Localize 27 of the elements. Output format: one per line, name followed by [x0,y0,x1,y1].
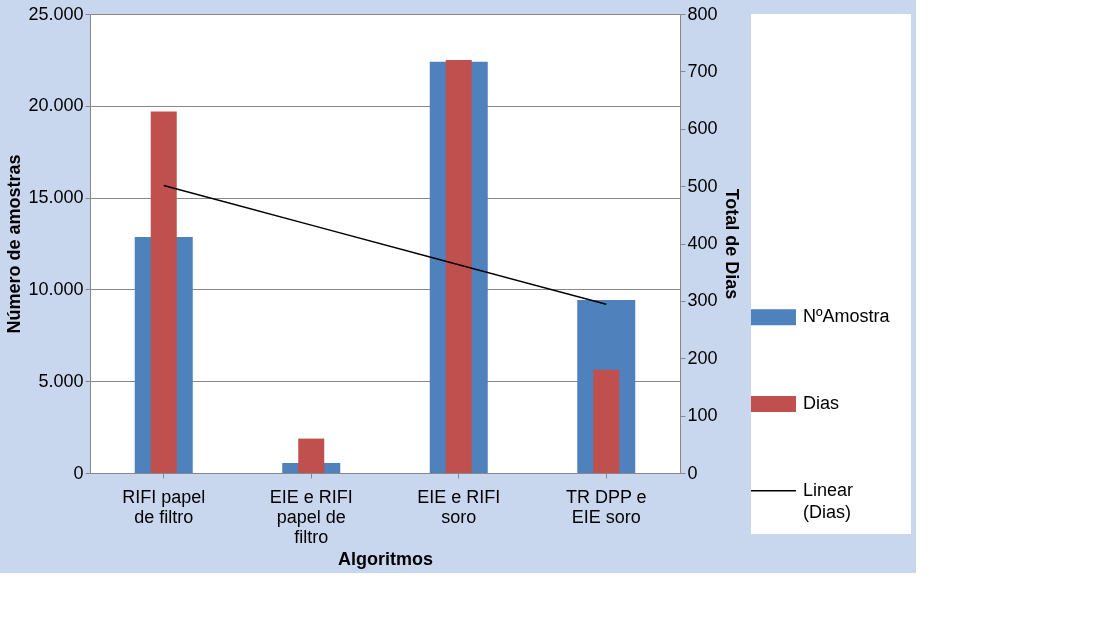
x-tick-label: RIFI papel de filtro [122,486,206,527]
x-axis-title: Algoritmos [337,548,434,569]
y2-tick-label: 0 [687,462,698,483]
y2-axis-title: Total de Dias [721,188,742,300]
x-tick-label: EIE e RIFI papel de filtro [269,486,353,547]
y-axis-title: Número de amostras [4,154,25,334]
y-tick-label: 15.000 [28,187,84,208]
y2-tick-label: 800 [687,3,718,24]
legend-label: Linear (Dias) [803,479,854,522]
y2-tick-label: 700 [687,60,718,81]
y2-tick-label: 300 [687,290,718,311]
y2-tick-label: 200 [687,347,718,368]
y2-tick-label: 600 [687,118,718,139]
x-tick-label: TR DPP e EIE soro [565,486,647,527]
y-tick-label: 10.000 [28,278,84,299]
y2-tick-label: 100 [687,405,718,426]
y2-tick-label: 500 [687,175,718,196]
x-tick-label: EIE e RIFI soro [417,486,501,527]
legend-label: Dias [803,393,840,413]
y2-tick-label: 400 [687,233,718,253]
y-tick-label: 25.000 [28,3,84,24]
legend-label: NºAmostra [803,306,891,327]
y-tick-label: 5.000 [38,370,84,391]
y-tick-label: 20.000 [28,95,84,116]
bar [593,369,620,473]
line-series [163,184,607,306]
y-tick-label: 0 [73,462,84,483]
